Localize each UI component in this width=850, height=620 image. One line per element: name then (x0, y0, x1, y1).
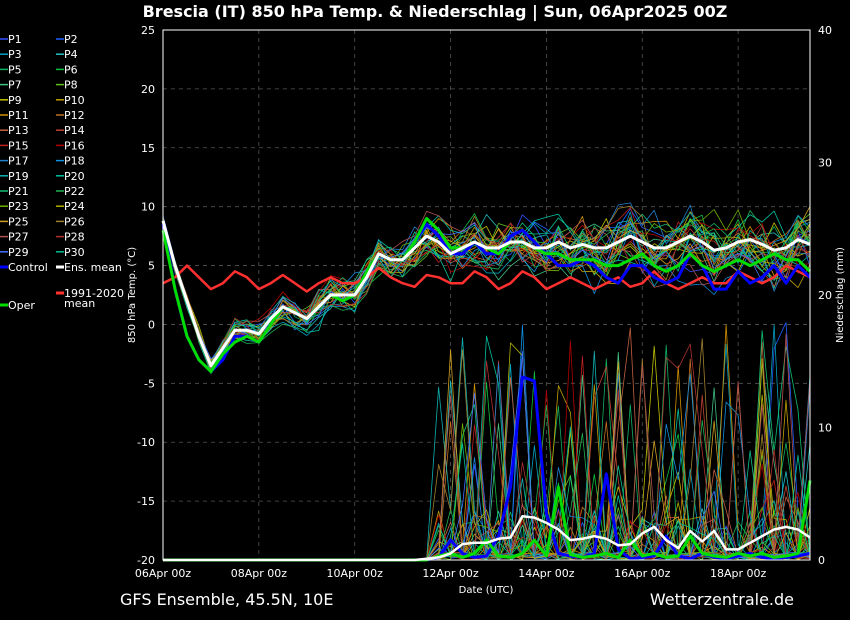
legend-label: 1991-2020 (64, 287, 124, 300)
y-tick-label-left: 20 (141, 83, 155, 96)
y-tick-label-left: -5 (144, 377, 155, 390)
legend-label: P20 (64, 170, 85, 183)
legend-label: P21 (8, 185, 29, 198)
legend-label: P9 (8, 94, 22, 107)
x-axis: 06Apr 00z 08Apr 00z 10Apr 00z 12Apr 00z 14Ap… (135, 567, 767, 580)
y-tick-label-left: 10 (141, 201, 155, 214)
legend-label: P16 (64, 139, 85, 152)
legend-label: P22 (64, 185, 85, 198)
legend-label: P13 (8, 124, 29, 137)
member-temp-line (162, 214, 811, 369)
member-temp-line (162, 217, 811, 367)
x-tick-label: 08Apr 00z (231, 567, 288, 580)
footer-site: Wetterzentrale.de (650, 590, 794, 609)
member-temp-line (162, 210, 811, 368)
plot-frame (162, 29, 811, 561)
y-tick-label-left: 0 (148, 318, 155, 331)
y-tick-label-left: 5 (148, 260, 155, 273)
ens-mean-temp-line (161, 220, 811, 368)
legend-label: P11 (8, 109, 29, 122)
legend-label: P27 (8, 231, 29, 244)
clim-mean-line (162, 264, 811, 293)
legend-label: P30 (64, 246, 85, 259)
member-temp-line (162, 210, 811, 367)
member-temp-line (162, 219, 811, 370)
member-temp-line (162, 219, 811, 363)
y-tick-label-left: 25 (141, 24, 155, 37)
legend-label: P23 (8, 200, 29, 213)
legend-label: P12 (64, 109, 85, 122)
legend-label: P25 (8, 215, 29, 228)
member-series (162, 202, 811, 561)
legend-label: P2 (64, 33, 78, 46)
x-tick-label: 06Apr 00z (135, 567, 192, 580)
x-tick-label: 10Apr 00z (327, 567, 384, 580)
legend-label: P14 (64, 124, 85, 137)
legend-label: P17 (8, 155, 29, 168)
y-axis-right: 40 30 20 10 0 (818, 24, 832, 567)
legend-label: Ens. mean (64, 261, 122, 274)
y-axis-left-label: 850 hPa Temp. (°C) (127, 247, 138, 343)
legend-label: P24 (64, 200, 85, 213)
footer-model: GFS Ensemble, 45.5N, 10E (120, 590, 333, 609)
legend-label: P18 (64, 155, 85, 168)
legend-label: P5 (8, 63, 22, 76)
legend-label: P10 (64, 94, 85, 107)
legend-label: P15 (8, 139, 29, 152)
y-tick-label-left: -20 (137, 554, 155, 567)
legend-label: P7 (8, 79, 22, 92)
member-temp-line (162, 206, 811, 363)
member-temp-line (162, 212, 811, 373)
legend-label: P4 (64, 48, 78, 61)
legend-label: P8 (64, 79, 78, 92)
legend-label: P28 (64, 231, 85, 244)
y-tick-label-right: 20 (818, 289, 832, 302)
x-axis-label: Date (UTC) (459, 585, 514, 596)
y-axis-left: 25 20 15 10 5 0 -5 -10 -15 -20 (137, 24, 155, 567)
member-temp-line (162, 217, 811, 367)
legend-label: P3 (8, 48, 22, 61)
x-tick-label: 12Apr 00z (422, 567, 479, 580)
legend-label: P26 (64, 215, 85, 228)
y-tick-label-left: -10 (137, 436, 155, 449)
y-tick-label-right: 30 (818, 157, 832, 170)
x-tick-label: 18Apr 00z (710, 567, 767, 580)
legend-label: mean (64, 297, 95, 310)
x-tick-label: 16Apr 00z (614, 567, 671, 580)
y-axis-right-label: Niederschlag (mm) (835, 247, 846, 343)
x-tick-label: 14Apr 00z (518, 567, 575, 580)
legend-label: P1 (8, 33, 22, 46)
legend-label: Control (8, 261, 48, 274)
legend-label: P19 (8, 170, 29, 183)
y-tick-label-right: 10 (818, 422, 832, 435)
y-tick-label-right: 0 (818, 554, 825, 567)
legend-label: Oper (8, 299, 35, 312)
y-tick-label-right: 40 (818, 24, 832, 37)
legend-label: P29 (8, 246, 29, 259)
chart-title: Brescia (IT) 850 hPa Temp. & Niederschla… (143, 2, 728, 22)
legend: P1 P3 P5 P7 P9 P11 P13 P15 P17 P19 P21 P23 P25 P27 P29… (0, 33, 124, 312)
y-tick-label-left: -15 (137, 495, 155, 508)
y-tick-label-left: 15 (141, 142, 155, 155)
legend-label: P6 (64, 63, 78, 76)
